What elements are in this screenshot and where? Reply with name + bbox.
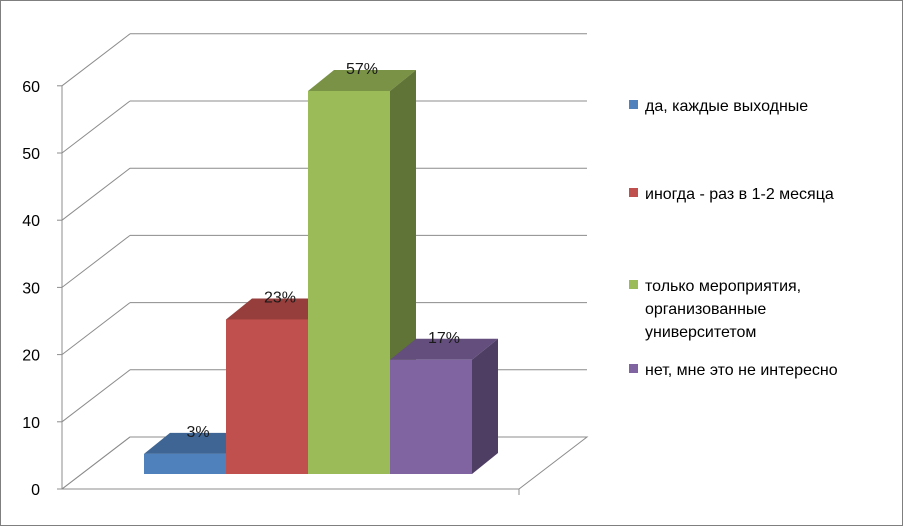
legend-label: университетом <box>645 324 756 341</box>
bar-top-face <box>308 69 416 91</box>
gridline-left-wall <box>61 369 131 423</box>
bar-front-face <box>308 90 390 475</box>
legend-swatch <box>629 364 638 373</box>
legend-label: да, каждые выходные <box>645 98 808 115</box>
y-tick-label: 60 <box>22 79 40 96</box>
y-tick-label: 20 <box>22 348 40 365</box>
data-label: 57% <box>346 61 378 78</box>
y-tick-label: 10 <box>22 415 40 432</box>
legend-item: только мероприятия, организованные универс… <box>629 278 801 341</box>
legend-label: организованные <box>645 301 766 318</box>
gridline-left-wall <box>61 33 131 87</box>
bar-top-face <box>226 298 334 320</box>
bar-top-face <box>144 432 252 454</box>
legend-swatch <box>629 100 638 109</box>
bar-side-face <box>472 338 498 474</box>
gridline-left-wall <box>61 167 131 221</box>
y-tick-label: 30 <box>22 280 40 297</box>
y-tick-label: 40 <box>22 213 40 230</box>
legend-label: нет, мне это не интересно <box>645 362 838 379</box>
data-label: 17% <box>428 330 460 347</box>
gridline-left-wall <box>61 436 131 490</box>
data-label: 3% <box>186 424 209 441</box>
bar-front-face <box>226 319 308 474</box>
gridline-left-wall <box>61 302 131 355</box>
legend-item: нет, мне это не интересно <box>629 362 838 379</box>
bars <box>144 69 498 475</box>
legend-label: иногда - раз в 1-2 месяца <box>645 186 834 203</box>
data-labels: 3% 23% 57% 17% <box>186 61 460 441</box>
legend-swatch <box>629 188 638 197</box>
legend-swatch <box>629 280 638 289</box>
bar <box>390 338 498 474</box>
data-label: 23% <box>264 289 296 306</box>
bar-top-face <box>390 338 498 360</box>
gridline-left-wall <box>61 235 131 288</box>
legend: да, каждые выходные иногда - раз в 1-2 ме… <box>629 98 838 379</box>
bar-front-face <box>390 359 472 474</box>
legend-item: да, каждые выходные <box>629 98 808 115</box>
bar <box>308 69 416 475</box>
bar-front-face <box>144 453 226 474</box>
y-tick-label: 0 <box>31 482 40 499</box>
legend-label: только мероприятия, <box>645 278 801 295</box>
y-axis: 0 10 20 30 40 50 60 <box>22 79 63 499</box>
y-tick-label: 50 <box>22 146 40 163</box>
legend-item: иногда - раз в 1-2 месяца <box>629 186 834 203</box>
gridline-left-wall <box>61 100 131 154</box>
